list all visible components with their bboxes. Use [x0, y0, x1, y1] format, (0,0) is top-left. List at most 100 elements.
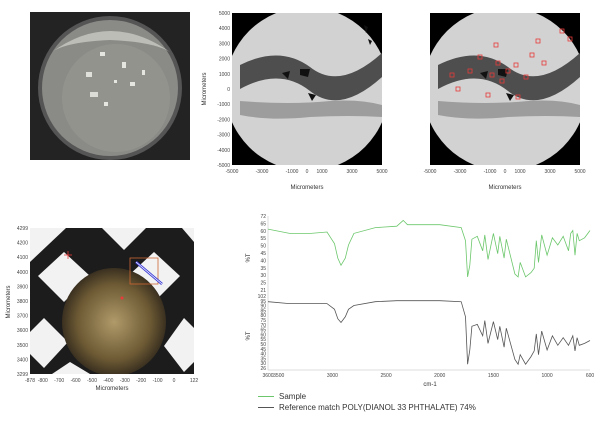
legend-reference: Reference match POLY(DIANOL 33 PHTHALATE… [258, 403, 476, 412]
top-y-tick-label: 50 [260, 244, 266, 250]
micro-map-markers-panel: -5000 -3000 -1000 0 1000 3000 5000 Micrometers [398, 5, 588, 193]
particle-marker [541, 60, 547, 66]
bottom-y-tick-label: 60 [260, 332, 266, 338]
sample-disc-photo [30, 12, 190, 160]
spectra-x-tick-label: 1000 [542, 373, 553, 379]
top-y-tick-label: 60 [260, 229, 266, 235]
y-tick-label: -3000 [217, 133, 230, 139]
bottom-y-tick-label: 102 [258, 294, 267, 300]
micro-map-x-axis-label: Micrometers [290, 185, 323, 191]
spectra-x-tick-label: 3600 [262, 373, 273, 379]
spectra-x-tick-label: 3000 [327, 373, 338, 379]
spectra-x-tick-label: 600 [586, 373, 595, 379]
bottom-y-tick-label: 70 [260, 323, 266, 329]
spectra-x-tick-label: 2500 [381, 373, 392, 379]
micro-map-markers-x-axis-label: Micrometers [488, 185, 521, 191]
bottom-y-tick-label: 40 [260, 352, 266, 358]
bottom-y-tick-label: 55 [260, 337, 266, 343]
x-tick-label: -3000 [454, 169, 467, 175]
y-tick-label: 3000 [219, 41, 230, 47]
zoom-map-x-axis-label: Micrometers [95, 386, 128, 392]
particle-marker [529, 52, 535, 58]
bottom-y-tick-label: 30 [260, 361, 266, 367]
particle-marker [499, 78, 505, 84]
particle-marker [495, 60, 501, 66]
x-tick-label: -878 [25, 378, 35, 384]
y-tick-label: 3900 [17, 284, 28, 290]
top-y-tick-label: 55 [260, 236, 266, 242]
y-tick-label: 4000 [17, 270, 28, 276]
y-tick-label: 1000 [219, 72, 230, 78]
x-tick-label: -300 [120, 378, 130, 384]
particle-marker [535, 38, 541, 44]
y-tick-label: 3700 [17, 314, 28, 320]
particle-marker [489, 72, 495, 78]
zoom-map-panel: 4299 4200 4100 4000 3900 3800 3700 3600 3500 3400… [4, 222, 204, 416]
micro-map-panel: 5000 4000 3000 2000 1000 0 -1000 -2000 -3000 -400… [200, 5, 390, 193]
x-tick-label: 3000 [346, 169, 357, 175]
bottom-y-tick-label: 45 [260, 347, 266, 353]
spectra-x-tick-label: 2000 [434, 373, 445, 379]
particle-markers [449, 28, 573, 100]
x-tick-label: -100 [153, 378, 163, 384]
spectra-x-tick-label: 3500 [273, 373, 284, 379]
y-tick-label: 3800 [17, 299, 28, 305]
y-tick-label: 3299 [17, 372, 28, 378]
y-tick-label: 4100 [17, 255, 28, 261]
particle-marker [477, 54, 483, 60]
x-tick-label: 1000 [514, 169, 525, 175]
x-tick-label: -1000 [286, 169, 299, 175]
y-tick-label: -4000 [217, 148, 230, 154]
bottom-y-tick-label: 35 [260, 356, 266, 362]
particle-marker [559, 28, 565, 34]
bottom-y-tick-label: 26 [260, 366, 266, 372]
legend-sample-swatch [258, 396, 274, 397]
top-y-axis-label: %T [246, 253, 252, 262]
micro-map-x-ticks: -5000 -3000 -1000 0 1000 3000 5000 [226, 169, 388, 175]
x-tick-label: -700 [54, 378, 64, 384]
particle-marker [515, 94, 521, 100]
zoom-map-y-ticks: 4299 4200 4100 4000 3900 3800 3700 3600 3500 3400… [17, 226, 28, 378]
x-tick-label: 0 [306, 169, 309, 175]
micro-map-markers-x-ticks: -5000 -3000 -1000 0 1000 3000 5000 [424, 169, 586, 175]
legend-reference-label: Reference match POLY(DIANOL 33 PHTHALATE… [279, 403, 476, 412]
x-tick-label: -500 [87, 378, 97, 384]
y-tick-label: 2000 [219, 57, 230, 63]
x-tick-label: 0 [173, 378, 176, 384]
particle-marker [485, 92, 491, 98]
y-tick-label: 5000 [219, 11, 230, 17]
sample-spectrum-line [267, 219, 591, 278]
top-y-tick-label: 72 [260, 214, 266, 220]
y-tick-label: 4200 [17, 241, 28, 247]
particle-marker [493, 42, 499, 48]
x-tick-label: -3000 [256, 169, 269, 175]
top-y-tick-label: 40 [260, 258, 266, 264]
particle-marker [513, 62, 519, 68]
x-tick-label: 122 [190, 378, 199, 384]
particle-marker [567, 36, 573, 42]
x-tick-label: 5000 [376, 169, 387, 175]
spectra-x-axis-label: cm-1 [423, 382, 437, 388]
particle-marker [505, 68, 511, 74]
spectra-x-tick-label: 1500 [488, 373, 499, 379]
selection-box [129, 257, 159, 285]
top-y-tick-label: 65 [260, 221, 266, 227]
x-tick-label: -600 [71, 378, 81, 384]
top-y-tick-label: 45 [260, 251, 266, 257]
bottom-y-tick-label: 90 [260, 304, 266, 310]
x-tick-label: 3000 [544, 169, 555, 175]
particle-marker [523, 74, 529, 80]
spectra-x-ticks: 3600 3500 3000 2500 2000 1500 1000 600 [262, 373, 594, 379]
ir-spectra-chart: %T %T 72 65 60 55 50 45 40 35 30 25 21 102 95 90 85 80… [230, 210, 600, 390]
y-tick-label: 4000 [219, 26, 230, 32]
x-tick-label: -400 [103, 378, 113, 384]
y-tick-label: 3600 [17, 328, 28, 334]
legend-sample-label: Sample [279, 392, 307, 401]
sample-disc-image [30, 12, 190, 160]
bottom-y-axis-label: %T [246, 331, 252, 340]
particle-marker [467, 68, 473, 74]
micro-map-y-axis-label: Micrometers [202, 72, 208, 105]
zoom-map-x-ticks: -878 -800 -700 -600 -500 -400 -300 -200 -100 0 122 [25, 378, 198, 384]
